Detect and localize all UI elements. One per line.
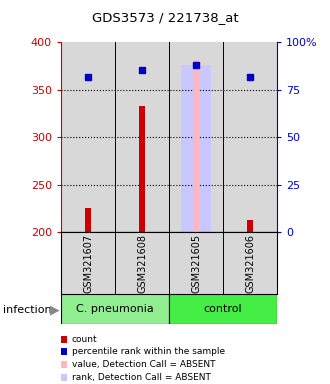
Text: count: count: [72, 334, 98, 344]
Text: ▶: ▶: [50, 303, 59, 316]
Text: value, Detection Call = ABSENT: value, Detection Call = ABSENT: [72, 360, 215, 369]
Bar: [85, 208, 91, 232]
Text: GSM321607: GSM321607: [83, 233, 93, 293]
Text: GSM321605: GSM321605: [191, 233, 201, 293]
Text: GSM321606: GSM321606: [245, 233, 255, 293]
Bar: [139, 106, 145, 232]
Text: C. pneumonia: C. pneumonia: [76, 304, 154, 314]
Bar: [61, 294, 169, 324]
Text: rank, Detection Call = ABSENT: rank, Detection Call = ABSENT: [72, 372, 211, 382]
Text: percentile rank within the sample: percentile rank within the sample: [72, 347, 225, 356]
Text: control: control: [204, 304, 243, 314]
Bar: [193, 60, 199, 232]
Bar: [169, 294, 277, 324]
Text: GSM321608: GSM321608: [137, 233, 147, 293]
Text: infection: infection: [3, 305, 52, 315]
Bar: [247, 220, 253, 232]
Bar: [181, 65, 211, 232]
Text: GDS3573 / 221738_at: GDS3573 / 221738_at: [92, 12, 238, 25]
